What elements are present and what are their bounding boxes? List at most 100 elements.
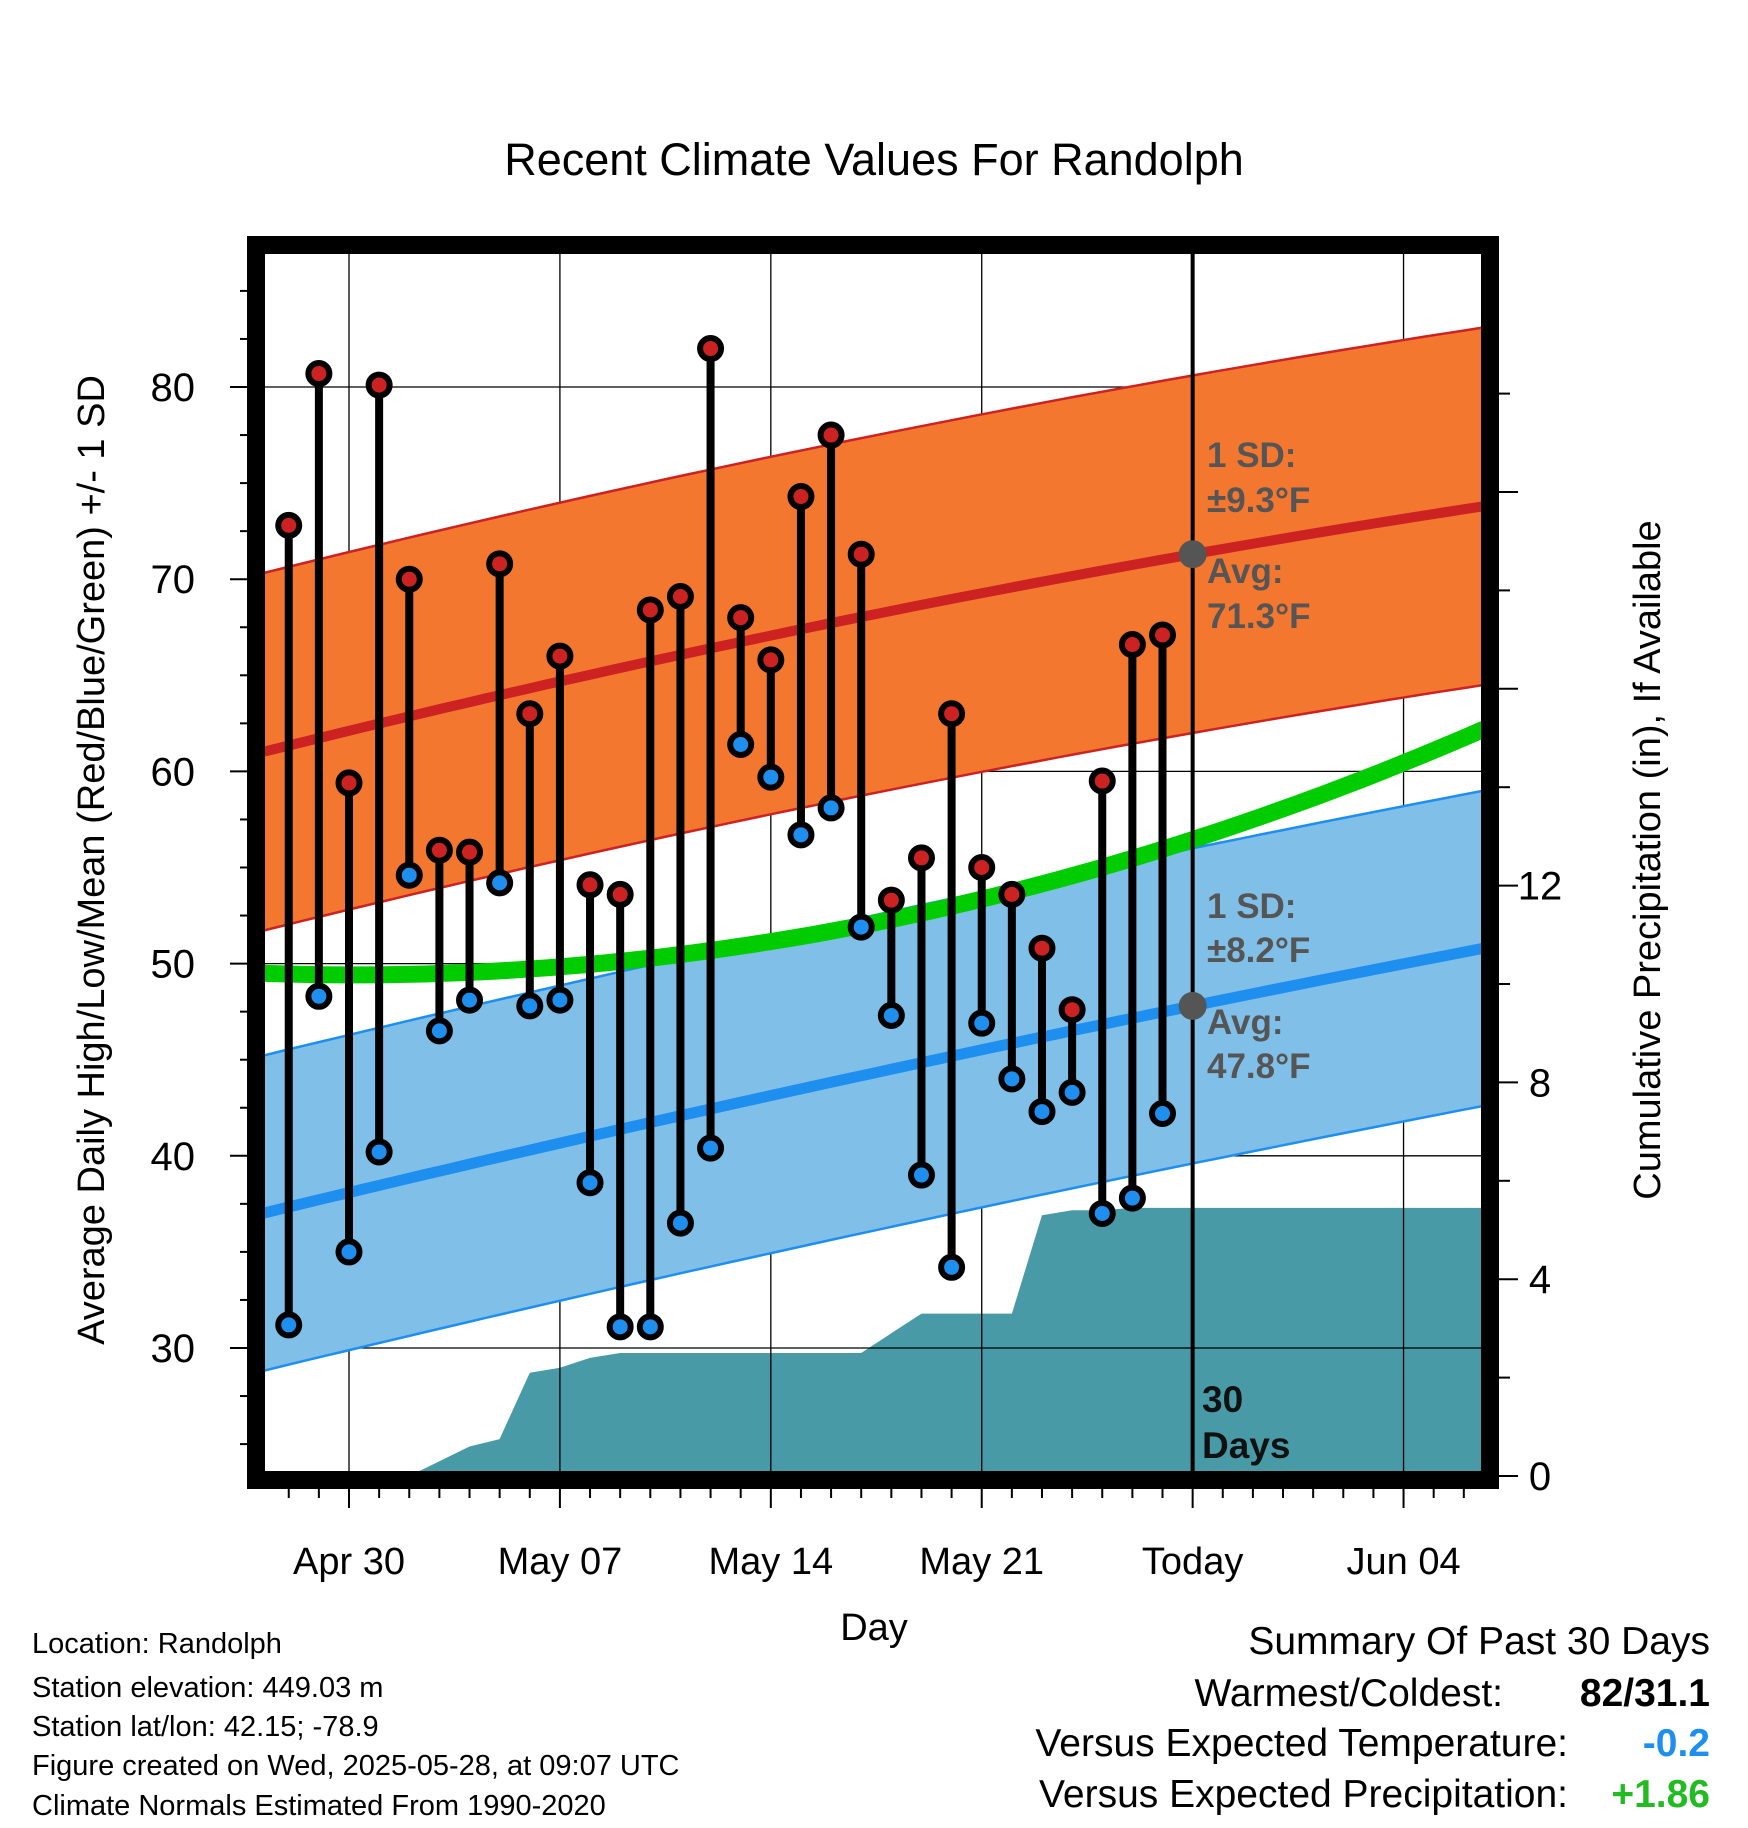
- x-tick-label: May 21: [919, 1541, 1044, 1583]
- y-tick-label: 60: [151, 750, 196, 794]
- low-avg-label: Avg:: [1207, 1003, 1283, 1042]
- low-point: [305, 982, 333, 1010]
- low-point: [1058, 1078, 1086, 1106]
- low-point: [666, 1209, 694, 1237]
- summary-temp-value: -0.2: [1642, 1722, 1710, 1765]
- low-point: [425, 1017, 453, 1045]
- high-point: [907, 844, 935, 872]
- days-annotation: 30 Days: [1202, 1379, 1290, 1466]
- chart-title: Recent Climate Values For Randolph: [504, 134, 1244, 185]
- low-point: [1028, 1098, 1056, 1126]
- summary-warmest-value: 82/31.1: [1579, 1672, 1710, 1715]
- today-layer: [1178, 248, 1207, 1474]
- normal-high-line: [262, 501, 1484, 758]
- summary-temp-label: Versus Expected Temperature:: [1035, 1722, 1568, 1765]
- high-point: [425, 836, 453, 864]
- high-point: [486, 550, 514, 578]
- y-tick-label: 40: [151, 1135, 196, 1179]
- low-point: [727, 730, 755, 758]
- low-point: [335, 1238, 363, 1266]
- y-tick-label: 50: [151, 943, 196, 987]
- x-tick-label: May 07: [498, 1541, 623, 1583]
- x-tick-label: Today: [1142, 1541, 1243, 1583]
- high-point: [968, 854, 996, 881]
- low-avg-value: 47.8°F: [1207, 1047, 1311, 1086]
- high-point: [636, 596, 664, 624]
- high-avg-value: 71.3°F: [1207, 597, 1311, 636]
- high-point: [516, 700, 544, 728]
- high-band: [262, 327, 1484, 931]
- high-sd-value: ±9.3°F: [1207, 481, 1310, 520]
- y2-tick-label: 0: [1529, 1455, 1551, 1499]
- high-point: [275, 511, 303, 539]
- low-point: [757, 763, 785, 791]
- y2-axis-label: Cumulative Precipitation (in), If Availa…: [1627, 520, 1669, 1199]
- summary-precip-value: +1.86: [1611, 1773, 1710, 1816]
- today-low-marker: [1178, 991, 1207, 1020]
- high-point: [757, 646, 785, 674]
- high-point: [456, 838, 484, 866]
- climate-normals: Climate Normals Estimated From 1990-2020: [32, 1790, 606, 1822]
- low-point: [907, 1161, 935, 1189]
- low-sd-value: ±8.2°F: [1207, 931, 1310, 970]
- high-point: [576, 871, 604, 899]
- low-point: [275, 1311, 303, 1339]
- high-point: [365, 371, 393, 399]
- low-point: [546, 986, 574, 1014]
- high-sd-label: 1 SD:: [1207, 436, 1296, 475]
- high-point: [877, 886, 905, 914]
- high-point: [395, 565, 423, 593]
- high-point: [1149, 621, 1177, 649]
- y2-tick-label: 4: [1529, 1258, 1551, 1302]
- precip-area: [413, 1207, 1484, 1474]
- low-point: [365, 1138, 393, 1166]
- x-axis-label: Day: [840, 1607, 908, 1649]
- y2-tick-label: 12: [1518, 865, 1563, 909]
- high-point: [1058, 996, 1086, 1024]
- low-point: [516, 992, 544, 1020]
- low-point: [486, 869, 514, 897]
- y2-axis: 0 4 8 12: [1499, 392, 1563, 1499]
- normal-low-line: [262, 942, 1484, 1219]
- plot-frame: [247, 236, 1499, 1489]
- low-point: [938, 1253, 966, 1281]
- y-tick-label: 70: [151, 558, 196, 602]
- y2-tick-label: 8: [1529, 1061, 1551, 1105]
- high-point: [787, 483, 815, 511]
- plot-area: [262, 248, 1484, 1474]
- high-point: [546, 642, 574, 670]
- high-point: [305, 360, 333, 388]
- low-band-lower-edge: [262, 1104, 1484, 1373]
- high-point: [1088, 767, 1116, 795]
- low-point: [1149, 1100, 1177, 1128]
- low-point: [998, 1065, 1026, 1093]
- high-point: [697, 335, 725, 363]
- high-point: [666, 582, 694, 610]
- annotations: 1 SD: ±9.3°F Avg: 71.3°F 1 SD: ±8.2°F Av…: [1207, 436, 1311, 1086]
- low-point: [395, 861, 423, 889]
- days-word: Days: [1202, 1425, 1290, 1466]
- low-point: [1088, 1199, 1116, 1227]
- high-point: [817, 421, 845, 449]
- precip-layer: [413, 1207, 1484, 1474]
- today-high-marker: [1178, 540, 1207, 569]
- bars-layer: [275, 335, 1177, 1341]
- y-tick-label: 80: [151, 366, 196, 410]
- low-sd-label: 1 SD:: [1207, 887, 1296, 926]
- high-point: [938, 700, 966, 728]
- low-point: [847, 913, 875, 941]
- high-point: [1118, 631, 1146, 659]
- low-point: [456, 986, 484, 1014]
- low-point: [636, 1313, 664, 1341]
- x-tick-label: Jun 04: [1347, 1541, 1461, 1583]
- high-avg-label: Avg:: [1207, 552, 1283, 591]
- high-point: [727, 604, 755, 632]
- low-point: [968, 1009, 996, 1037]
- low-point: [576, 1169, 604, 1197]
- high-point: [606, 880, 634, 908]
- low-point: [697, 1134, 725, 1162]
- station-latlon: Station lat/lon: 42.15; -78.9: [32, 1711, 379, 1743]
- summary-warmest-label: Warmest/Coldest:: [1194, 1672, 1503, 1715]
- high-point: [1028, 934, 1056, 962]
